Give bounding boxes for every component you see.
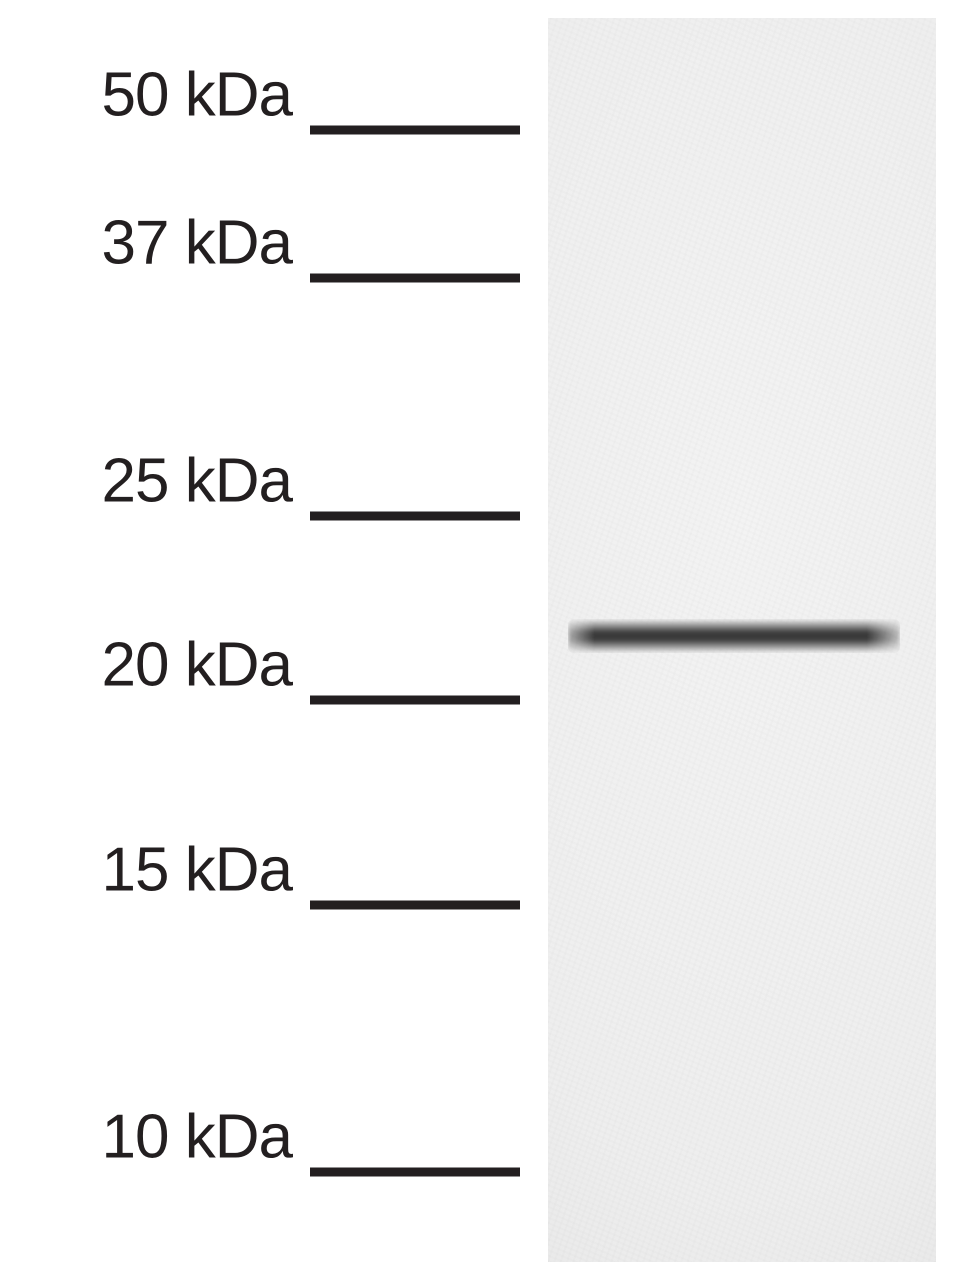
marker-tick <box>310 126 520 135</box>
marker-label: 15 kDa <box>102 834 310 905</box>
marker-tick <box>310 512 520 521</box>
marker-label: 20 kDa <box>102 629 310 700</box>
marker-tick <box>310 696 520 705</box>
marker-label: 37 kDa <box>102 207 310 278</box>
marker-label: 50 kDa <box>102 59 310 130</box>
marker-tick <box>310 901 520 910</box>
marker-label: 25 kDa <box>102 445 310 516</box>
marker-tick <box>310 1168 520 1177</box>
blot-lane <box>548 18 936 1262</box>
marker-tick <box>310 274 520 283</box>
western-blot-figure: 50 kDa 37 kDa 25 kDa 20 kDa 15 kDa 10 kDa <box>0 0 959 1280</box>
protein-band <box>568 619 900 653</box>
marker-label: 10 kDa <box>102 1101 310 1172</box>
